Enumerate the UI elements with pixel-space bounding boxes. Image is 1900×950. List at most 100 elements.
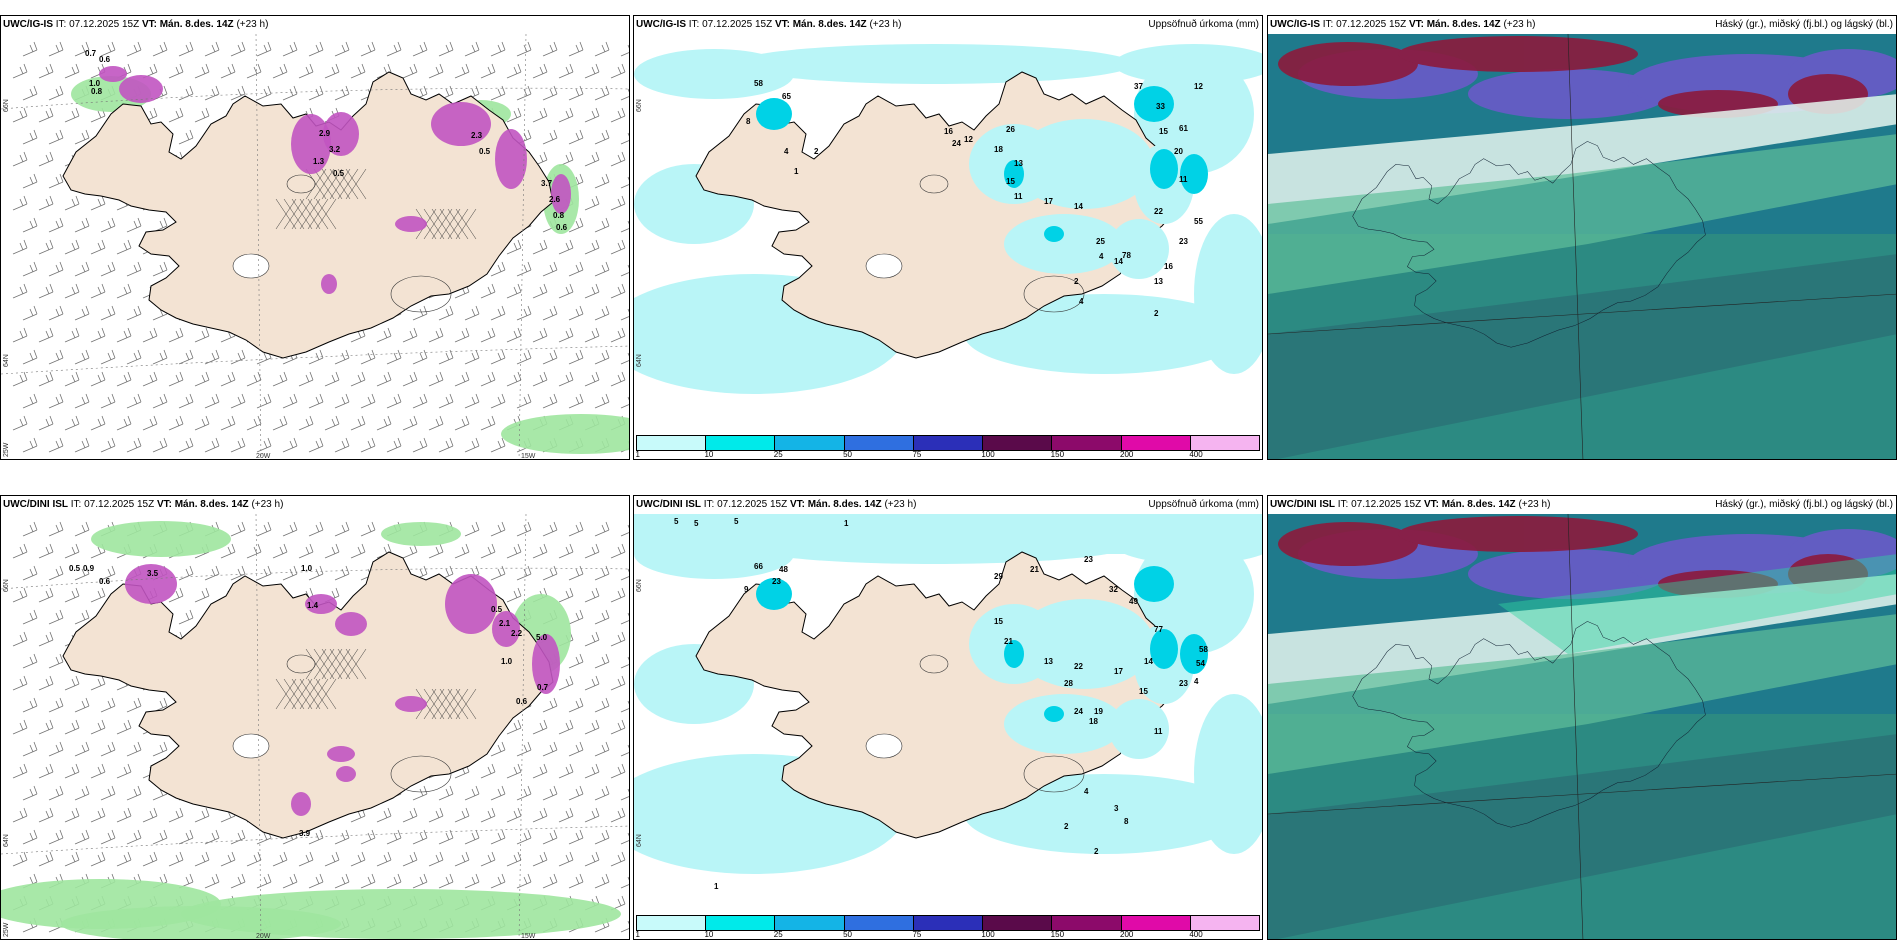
panel-init-time: IT: 07.12.2025 15Z xyxy=(55,19,142,30)
wind-barb xyxy=(558,107,574,123)
wind-barb xyxy=(126,349,142,365)
wind-barb xyxy=(594,521,610,537)
precip-value-label: 24 xyxy=(952,139,961,148)
wind-barb xyxy=(22,173,38,189)
wind-barb xyxy=(610,151,626,167)
wind-barb xyxy=(256,437,272,453)
wind-barb xyxy=(620,700,629,713)
wind-barb xyxy=(532,283,548,299)
wind-barb xyxy=(126,829,142,845)
wind-barb xyxy=(532,107,548,123)
precip-value-label: 0.8 xyxy=(553,211,565,220)
wind-barb xyxy=(542,785,558,801)
wind-barb xyxy=(334,437,350,453)
wind-barb xyxy=(12,283,28,299)
wind-barb xyxy=(38,807,54,823)
land-precip-layer xyxy=(969,599,1194,759)
precip-value-label: 1.0 xyxy=(301,564,313,573)
precip-value-label: 2.2 xyxy=(511,629,523,638)
wind-barb xyxy=(558,371,574,387)
panel-title: UWC/DINI ISL IT: 07.12.2025 15Z VT: Mán.… xyxy=(636,499,916,510)
precip-area xyxy=(291,114,331,174)
wind-barb xyxy=(246,415,262,431)
colorbar-swatch xyxy=(1121,916,1191,930)
wind-barb xyxy=(480,283,496,299)
wind-barb xyxy=(568,565,584,581)
wind-barb xyxy=(12,327,28,343)
wind-barb xyxy=(594,349,610,365)
wind-barb xyxy=(272,415,288,431)
wind-barb xyxy=(90,239,106,255)
hatch-mark xyxy=(283,678,305,710)
precip-value-label: 2 xyxy=(1154,309,1159,318)
panel-init-time: IT: 07.12.2025 15Z xyxy=(1322,19,1409,30)
wind-barb xyxy=(558,587,574,603)
wind-barb xyxy=(516,41,532,57)
hatch-mark xyxy=(321,168,343,200)
wind-barb xyxy=(324,371,340,387)
precip-value-label: 0.6 xyxy=(556,223,568,232)
wind-barb xyxy=(12,719,28,735)
wind-barb xyxy=(74,697,90,713)
precip-area xyxy=(964,774,1244,854)
wind-barb xyxy=(532,851,548,867)
wind-barb xyxy=(438,393,454,409)
glacier-outline xyxy=(286,174,316,194)
panel-field-label: Háský (gr.), miðský (fj.bl.) og lágský (… xyxy=(1715,19,1893,30)
wind-barb xyxy=(568,129,584,145)
wind-barb xyxy=(610,63,626,79)
wind-barb xyxy=(324,543,340,559)
precip-value-label: 5.0 xyxy=(536,633,548,642)
wind-barb xyxy=(386,393,402,409)
precip-area xyxy=(1134,86,1174,122)
wind-barb xyxy=(90,195,106,211)
precip-value-label: 11 xyxy=(1014,192,1023,201)
wind-barb xyxy=(516,565,532,581)
precip-value-label: 13 xyxy=(1154,277,1163,286)
wind-barb xyxy=(74,349,90,365)
colorbar-tick-label: 100 xyxy=(981,450,995,459)
wind-barb xyxy=(620,176,629,189)
precip-value-label: 29 xyxy=(994,572,1003,581)
precip-value-label: 0.8 xyxy=(91,87,103,96)
wind-barb xyxy=(22,41,38,57)
precip-value-label: 19 xyxy=(1094,707,1103,716)
precip-value-label: 37 xyxy=(1134,82,1143,91)
wind-barb xyxy=(308,873,324,889)
wind-barb xyxy=(412,393,428,409)
precip-value-label: 11 xyxy=(1154,727,1163,736)
precip-value-label: 5 xyxy=(734,517,739,526)
wind-barb xyxy=(620,744,629,757)
hatch-mark xyxy=(275,198,297,230)
wind-barb xyxy=(38,327,54,343)
land-precip-layer xyxy=(969,119,1194,279)
wind-barb xyxy=(22,129,38,145)
wind-barb xyxy=(516,521,532,537)
precip-area xyxy=(99,66,127,82)
wind-barb xyxy=(74,393,90,409)
hatch-mark xyxy=(321,648,343,680)
wind-barb xyxy=(100,217,116,233)
colorbar-tick-label: 100 xyxy=(981,930,995,939)
wind-barb xyxy=(256,565,272,581)
wind-barb xyxy=(100,261,116,277)
glacier-outline xyxy=(1023,755,1085,793)
wind-barb xyxy=(584,283,600,299)
wind-barb xyxy=(402,63,418,79)
hatch-mark xyxy=(337,168,359,200)
wind-barb xyxy=(90,415,106,431)
wind-barb xyxy=(386,873,402,889)
hatch-mark xyxy=(439,208,461,240)
wind-barb xyxy=(168,63,184,79)
wind-barb xyxy=(22,653,38,669)
precip-value-label: 18 xyxy=(994,145,1003,154)
wind-barb xyxy=(178,609,194,625)
wind-barb xyxy=(506,587,522,603)
wind-barb xyxy=(12,851,28,867)
colorbar-ticks: 1 10 25 50 75 100 150 200 400 xyxy=(636,450,1260,459)
wind-barb xyxy=(402,807,418,823)
wind-barb xyxy=(568,829,584,845)
snow-precip-layer xyxy=(99,66,571,294)
wind-barb xyxy=(386,349,402,365)
wind-barb xyxy=(542,41,558,57)
